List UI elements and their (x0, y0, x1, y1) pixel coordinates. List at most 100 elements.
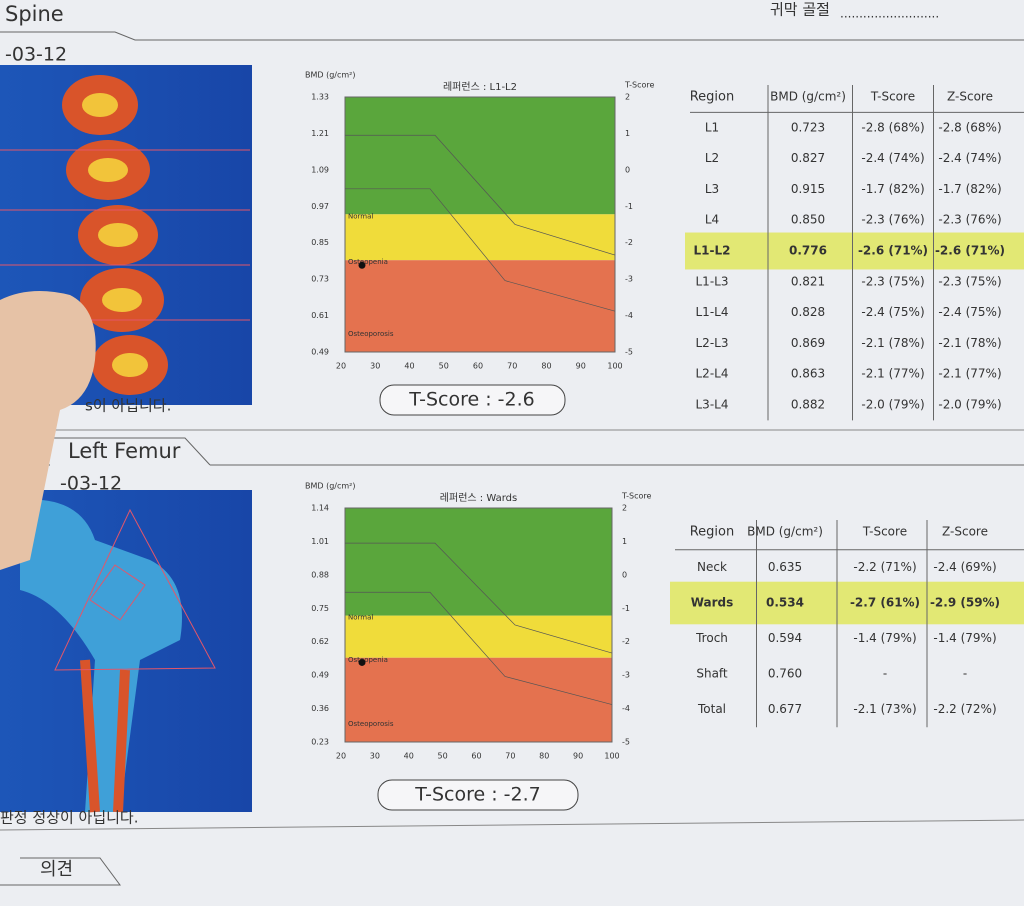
table-header: Region (690, 525, 735, 540)
zone-label: Osteopenia (348, 258, 388, 266)
table-cell: 0.776 (789, 244, 827, 258)
zone (345, 615, 612, 658)
table-cell: 0.760 (768, 667, 802, 681)
y2-tick-label: -5 (622, 738, 630, 747)
x-tick-label: 80 (541, 362, 551, 371)
table-cell: 0.677 (768, 702, 802, 716)
tab-line (0, 31, 1024, 41)
table-cell: 0.594 (768, 631, 802, 645)
table-cell: -2.9 (59%) (930, 596, 1000, 610)
table-cell: L3 (705, 182, 719, 196)
table-cell: -2.3 (76%) (861, 213, 924, 227)
scan-date: -03-12 (60, 473, 122, 495)
y2-tick-label: -4 (625, 311, 633, 320)
table-cell: 0.850 (791, 213, 825, 227)
femur-cortex (80, 659, 130, 813)
table-cell: Shaft (696, 667, 728, 681)
scan-note: s이 아닙니다. (85, 397, 171, 415)
table-cell: -2.1 (78%) (938, 336, 1001, 350)
y2-tick-label: -3 (622, 671, 630, 680)
table-cell: 0.534 (766, 596, 804, 610)
y-tick-label: 1.14 (311, 504, 329, 513)
scan-date: -03-12 (5, 44, 67, 66)
table-cell: Troch (695, 631, 728, 645)
x-tick-label: 50 (439, 362, 449, 371)
femur-bone (20, 499, 182, 812)
tab-label: Left Femur (68, 439, 181, 463)
table-cell: L1 (705, 120, 719, 134)
zone (345, 508, 612, 616)
vertebrae-core (82, 93, 148, 377)
table-cell: -2.6 (71%) (858, 244, 928, 258)
table-cell: L1-L4 (696, 305, 729, 319)
dots: .......................... (840, 7, 939, 21)
y2-tick-label: 1 (622, 537, 627, 546)
table-cell: -2.8 (68%) (938, 120, 1001, 134)
zone-label: Osteoporosis (348, 720, 394, 728)
tab-label: Spine (5, 2, 64, 26)
table-cell: -1.7 (82%) (938, 182, 1001, 196)
y2-tick-label: 1 (625, 129, 630, 138)
table-cell: -2.4 (74%) (938, 151, 1001, 165)
y2-tick-label: 0 (622, 570, 627, 579)
table-cell: 0.828 (791, 305, 825, 319)
table-cell: L4 (705, 213, 719, 227)
y-tick-label: 0.97 (311, 202, 329, 211)
table-cell: Total (697, 702, 726, 716)
table-cell: 0.723 (791, 120, 825, 134)
chart-title: 레퍼런스 : L1-L2 (443, 81, 517, 93)
table-cell: -1.4 (79%) (933, 631, 996, 645)
patient-point (358, 658, 366, 666)
x-tick-label: 20 (336, 752, 346, 761)
table-cell: -2.4 (75%) (861, 305, 924, 319)
table-cell: -2.4 (74%) (861, 151, 924, 165)
table-cell: - (883, 667, 887, 681)
table-header: T-Score (862, 525, 907, 539)
y2-tick-label: -3 (625, 275, 633, 284)
y-tick-label: 1.09 (311, 165, 329, 174)
table-cell: L1-L3 (696, 274, 729, 288)
table-cell: -2.2 (72%) (933, 702, 996, 716)
table-cell: -1.4 (79%) (853, 631, 916, 645)
y2-tick-label: -2 (625, 238, 633, 247)
y2-tick-label: -4 (622, 704, 630, 713)
y-tick-label: 0.23 (311, 738, 329, 747)
table-cell: L1-L2 (694, 244, 731, 258)
finger (0, 291, 96, 570)
y2-tick-label: 2 (622, 504, 627, 513)
x-tick-label: 30 (370, 752, 380, 761)
table-cell: 0.635 (768, 560, 802, 574)
table-cell: 0.863 (791, 367, 825, 381)
y-tick-label: 0.49 (311, 348, 329, 357)
x-tick-label: 60 (473, 362, 483, 371)
zone-label: Normal (348, 212, 373, 220)
table-cell: -2.3 (76%) (938, 213, 1001, 227)
roi-box (54, 508, 216, 671)
x-tick-label: 50 (438, 752, 448, 761)
y2-tick-label: -1 (625, 202, 633, 211)
y-tick-label: 0.73 (311, 275, 329, 284)
x-tick-label: 70 (505, 752, 515, 761)
y-tick-label: 1.01 (311, 537, 329, 546)
reference-curve (345, 542, 613, 654)
divider (0, 819, 1024, 831)
y-axis-label: BMD (g/cm²) (305, 71, 356, 80)
reference-curve (345, 134, 616, 256)
table-cell: -2.6 (71%) (935, 244, 1005, 258)
x-tick-label: 30 (370, 362, 380, 371)
table-cell: -2.0 (79%) (938, 398, 1001, 412)
table-cell: Wards (691, 596, 734, 610)
table-cell: 0.827 (791, 151, 825, 165)
plot-frame (344, 96, 616, 353)
y-tick-label: 0.49 (311, 671, 329, 680)
zone (345, 214, 615, 261)
table-cell: -2.4 (69%) (933, 560, 996, 574)
y2-tick-label: -1 (622, 604, 630, 613)
row-highlight (670, 581, 1024, 625)
table-header: BMD (g/cm²) (747, 525, 823, 539)
top-note: 귀막 골절 (770, 1, 830, 19)
chart-title: 레퍼런스 : Wards (440, 492, 517, 504)
x-tick-label: 80 (539, 752, 549, 761)
x-tick-label: 90 (576, 362, 586, 371)
table-cell: L2-L4 (696, 367, 729, 381)
